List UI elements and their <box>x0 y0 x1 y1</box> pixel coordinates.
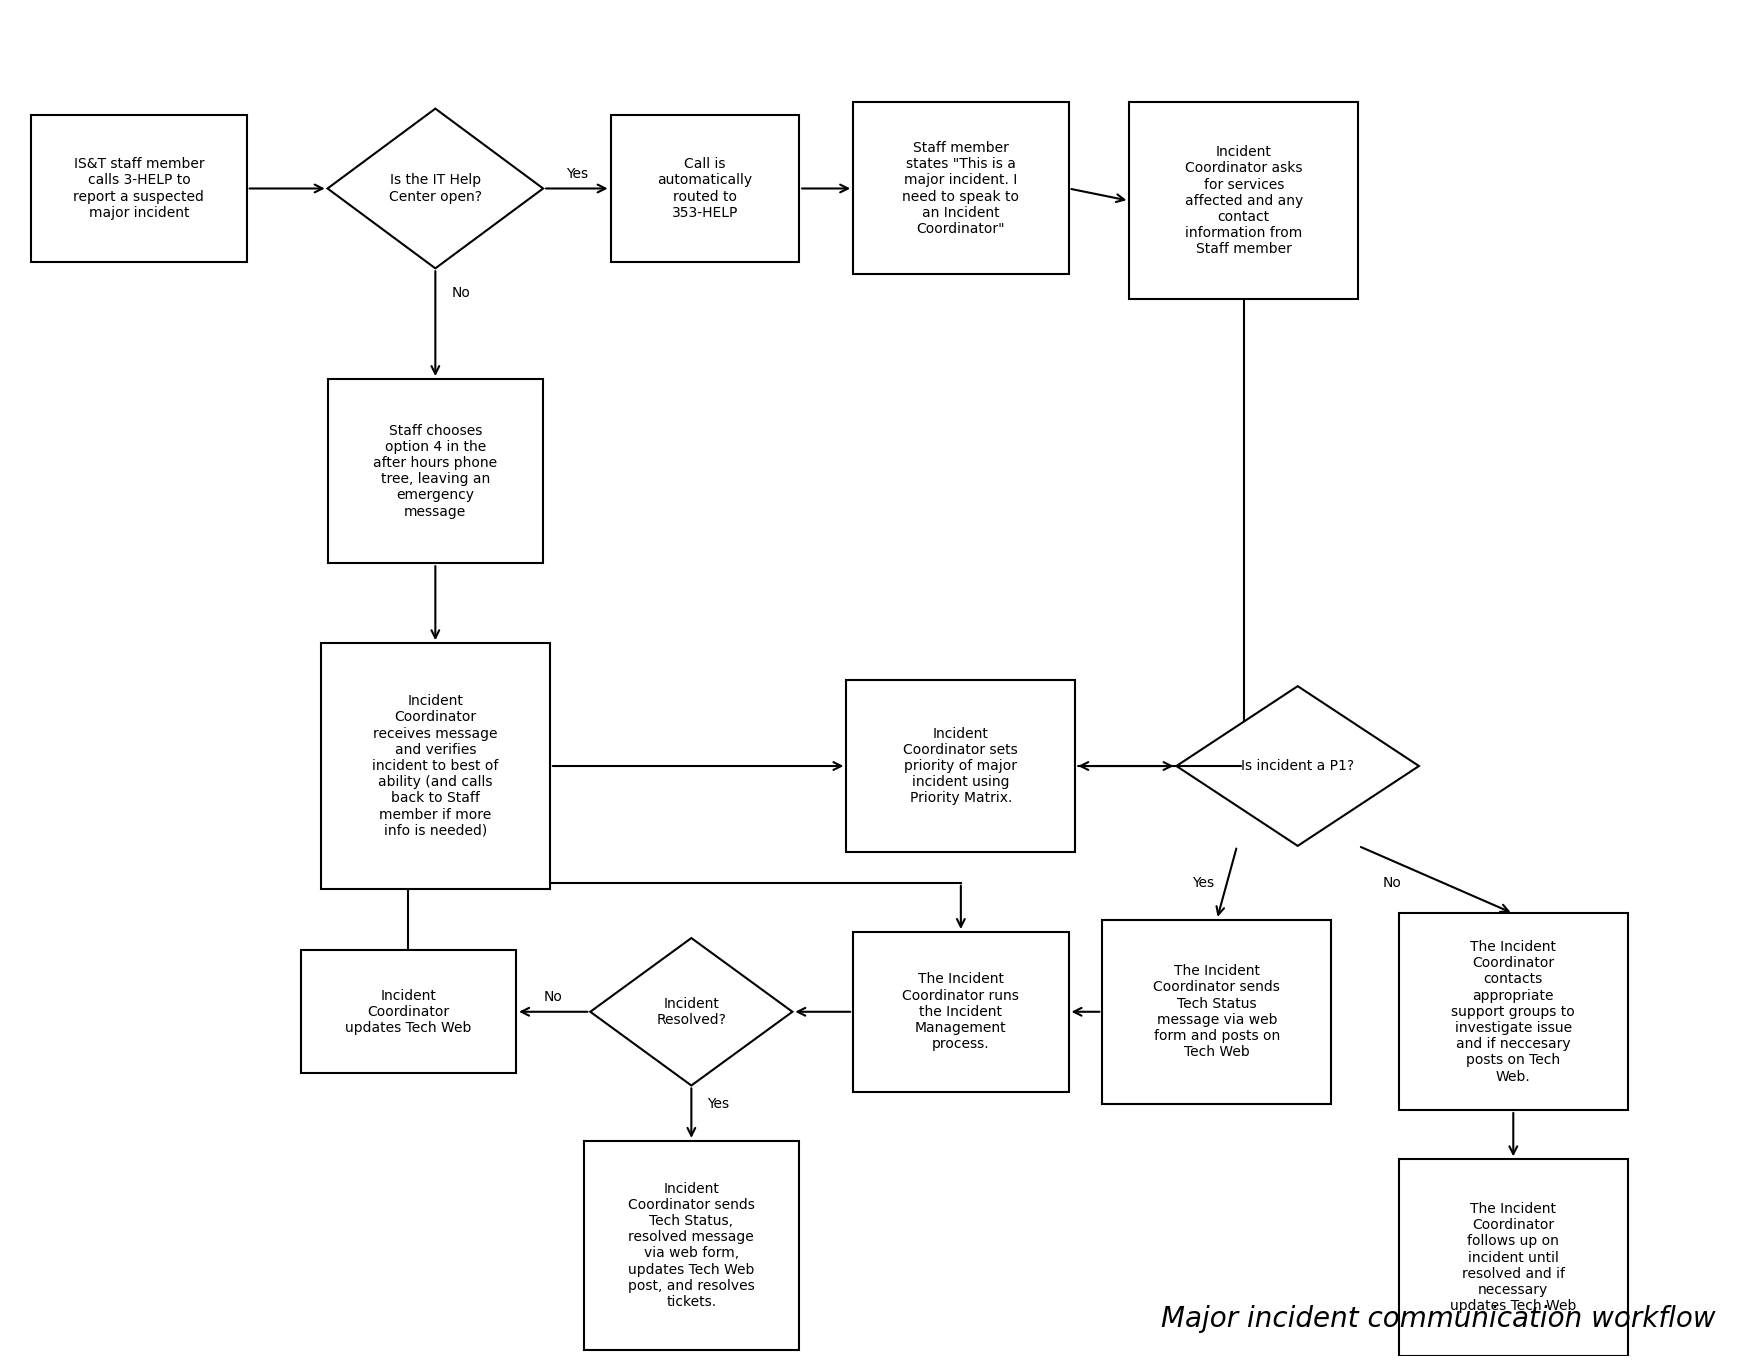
Bar <box>301 951 516 1073</box>
Bar <box>327 379 544 563</box>
Polygon shape <box>1176 687 1419 846</box>
Bar <box>320 643 549 889</box>
Text: Staff chooses
option 4 in the
after hours phone
tree, leaving an
emergency
messa: Staff chooses option 4 in the after hour… <box>373 423 498 518</box>
Bar <box>847 680 1075 851</box>
Text: Yes: Yes <box>708 1098 730 1111</box>
Bar <box>611 114 799 262</box>
Bar <box>1130 102 1359 299</box>
Text: Incident
Coordinator asks
for services
affected and any
contact
information from: Incident Coordinator asks for services a… <box>1184 146 1302 257</box>
Bar <box>854 932 1068 1092</box>
Text: Yes: Yes <box>565 167 588 181</box>
Text: Staff member
states "This is a
major incident. I
need to speak to
an Incident
Co: Staff member states "This is a major inc… <box>903 141 1019 237</box>
Bar <box>1399 914 1628 1110</box>
Text: Call is
automatically
routed to
353-HELP: Call is automatically routed to 353-HELP <box>656 158 752 220</box>
Text: The Incident
Coordinator runs
the Incident
Management
process.: The Incident Coordinator runs the Incide… <box>903 972 1019 1051</box>
Text: Yes: Yes <box>1192 876 1214 889</box>
Text: Incident
Coordinator sends
Tech Status,
resolved message
via web form,
updates T: Incident Coordinator sends Tech Status, … <box>628 1182 755 1308</box>
Bar <box>854 102 1068 275</box>
Text: Major incident communication workflow: Major incident communication workflow <box>1162 1306 1716 1333</box>
Bar <box>1399 1159 1628 1356</box>
Bar <box>32 114 246 262</box>
Text: IS&T staff member
calls 3-HELP to
report a suspected
major incident: IS&T staff member calls 3-HELP to report… <box>74 158 204 220</box>
Text: No: No <box>544 990 563 1004</box>
Text: Is incident a P1?: Is incident a P1? <box>1241 759 1353 772</box>
Text: Is the IT Help
Center open?: Is the IT Help Center open? <box>389 173 482 204</box>
Text: Incident
Coordinator sets
priority of major
incident using
Priority Matrix.: Incident Coordinator sets priority of ma… <box>903 726 1019 805</box>
Bar <box>584 1141 799 1349</box>
Text: No: No <box>452 286 470 301</box>
Text: The Incident
Coordinator
contacts
appropriate
support groups to
investigate issu: The Incident Coordinator contacts approp… <box>1452 940 1575 1084</box>
Text: No: No <box>1383 876 1401 889</box>
Bar <box>1102 919 1331 1104</box>
Polygon shape <box>590 938 792 1085</box>
Polygon shape <box>327 109 544 268</box>
Text: Incident
Coordinator
updates Tech Web: Incident Coordinator updates Tech Web <box>345 989 472 1035</box>
Text: The Incident
Coordinator
follows up on
incident until
resolved and if
necessary
: The Incident Coordinator follows up on i… <box>1450 1202 1577 1314</box>
Text: Incident
Resolved?: Incident Resolved? <box>656 997 727 1027</box>
Text: The Incident
Coordinator sends
Tech Status
message via web
form and posts on
Tec: The Incident Coordinator sends Tech Stat… <box>1153 964 1280 1059</box>
Text: Incident
Coordinator
receives message
and verifies
incident to best of
ability (: Incident Coordinator receives message an… <box>371 694 498 838</box>
